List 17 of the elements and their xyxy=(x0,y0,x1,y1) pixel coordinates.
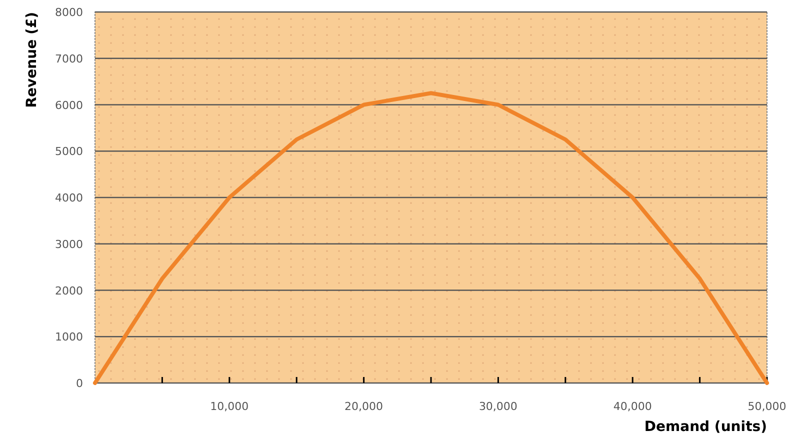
x-tick-label: 40,000 xyxy=(613,400,652,413)
y-tick-label: 1000 xyxy=(55,330,83,344)
y-tick-label: 0 xyxy=(76,377,83,390)
x-tick-label: 30,000 xyxy=(478,400,518,413)
y-tick-label: 7000 xyxy=(55,52,83,66)
x-tick-label: 10,000 xyxy=(210,400,249,413)
y-tick-label: 3000 xyxy=(55,238,83,251)
y-axis-title: Revenue (£) xyxy=(24,12,40,108)
line-series xyxy=(93,91,769,385)
y-tick-label: 2000 xyxy=(55,284,83,298)
y-tick-label: 4000 xyxy=(55,192,83,204)
y-tick-label: 5000 xyxy=(55,145,83,158)
x-tick-label: 20,000 xyxy=(344,400,384,413)
y-tick-label: 8000 xyxy=(55,6,83,19)
x-tick-label: 50,000 xyxy=(748,400,786,413)
y-tick-label: 6000 xyxy=(55,98,83,112)
x-axis-title: Demand (units) xyxy=(644,419,767,435)
